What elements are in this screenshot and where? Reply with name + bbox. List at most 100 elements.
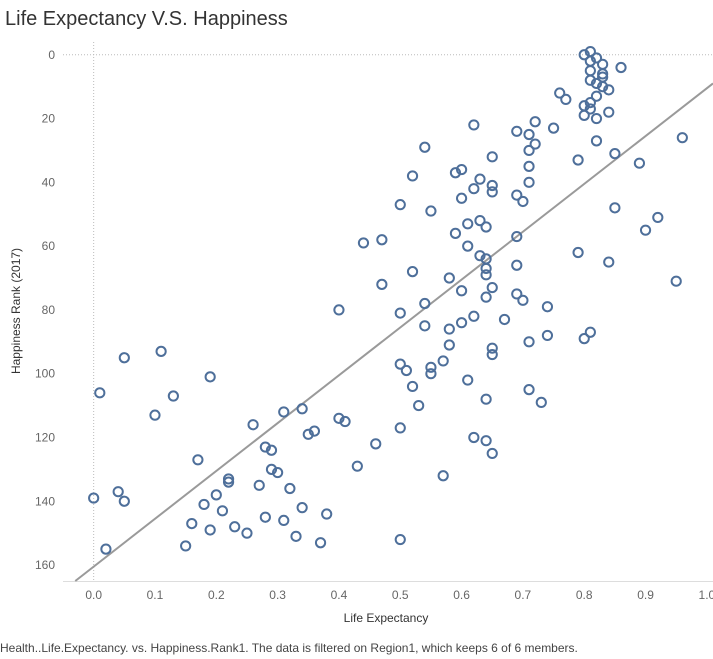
data-point[interactable] [112,486,124,498]
data-point[interactable] [480,435,492,447]
data-point[interactable] [216,505,229,517]
data-point[interactable] [480,291,492,303]
data-point[interactable] [676,132,688,144]
data-point[interactable] [253,479,265,491]
data-point[interactable] [290,530,302,542]
data-point[interactable] [547,122,560,134]
data-point[interactable] [278,514,290,527]
data-point[interactable] [480,269,492,281]
data-point[interactable] [584,74,596,86]
data-point[interactable] [486,179,498,192]
data-point[interactable] [462,374,474,386]
data-point[interactable] [523,384,535,396]
data-point[interactable] [296,403,308,415]
data-point[interactable] [118,352,130,364]
data-point[interactable] [100,543,112,555]
data-point[interactable] [321,508,333,520]
data-point[interactable] [615,61,627,74]
data-point[interactable] [443,272,455,284]
data-point[interactable] [590,135,603,147]
data-point[interactable] [419,320,431,332]
data-point[interactable] [204,524,216,536]
data-point[interactable] [468,431,480,444]
data-point[interactable] [278,406,290,418]
data-point[interactable] [333,304,345,316]
data-point[interactable] [394,307,406,319]
data-point[interactable] [468,310,480,322]
data-point[interactable] [474,215,486,227]
data-point[interactable] [523,144,535,157]
data-point[interactable] [511,288,523,300]
data-point[interactable] [210,489,222,501]
data-point[interactable] [455,163,468,176]
data-point[interactable] [406,266,419,278]
data-point[interactable] [498,313,511,326]
data-point[interactable] [554,87,566,99]
data-point[interactable] [351,460,363,472]
data-point[interactable] [523,336,535,348]
data-point[interactable] [204,371,216,383]
data-point[interactable] [584,326,596,338]
data-point[interactable] [572,154,584,166]
data-point[interactable] [486,342,498,354]
data-point[interactable] [590,52,603,64]
data-point[interactable] [486,281,498,294]
data-point[interactable] [572,246,584,259]
data-point[interactable] [272,466,284,479]
data-point[interactable] [535,396,547,408]
data-point[interactable] [511,230,523,243]
data-point[interactable] [180,540,192,552]
data-point[interactable] [419,141,431,153]
data-point[interactable] [394,199,406,211]
data-point[interactable] [265,444,278,456]
data-point[interactable] [247,419,259,431]
data-point[interactable] [609,202,621,214]
data-point[interactable] [437,470,449,482]
data-point[interactable] [486,348,498,361]
data-point[interactable] [652,211,664,224]
data-point[interactable] [449,167,462,179]
data-point[interactable] [376,278,388,290]
data-point[interactable] [480,221,492,233]
data-point[interactable] [584,65,596,77]
data-point[interactable] [590,77,603,90]
data-point[interactable] [406,170,419,182]
data-point[interactable] [394,358,406,370]
data-point[interactable] [462,218,474,230]
data-point[interactable] [455,192,468,204]
data-point[interactable] [523,128,535,141]
data-point[interactable] [437,355,449,367]
data-point[interactable] [474,250,486,262]
data-point[interactable] [597,58,609,70]
data-point[interactable] [670,275,682,287]
data-point[interactable] [639,224,652,236]
data-point[interactable] [578,109,590,121]
data-point[interactable] [229,521,241,533]
data-point[interactable] [118,495,130,507]
data-point[interactable] [480,262,492,275]
data-point[interactable] [333,412,345,424]
data-point[interactable] [603,256,615,268]
data-point[interactable] [511,189,523,201]
data-point[interactable] [590,90,603,102]
data-point[interactable] [541,329,554,342]
data-point[interactable] [167,390,179,402]
data-point[interactable] [578,333,590,345]
data-point[interactable] [394,422,406,434]
data-point[interactable] [511,125,523,137]
data-point[interactable] [597,81,609,93]
data-point[interactable] [584,96,596,109]
data-point[interactable] [192,454,204,466]
data-point[interactable] [443,339,455,351]
data-point[interactable] [394,533,406,546]
data-point[interactable] [486,447,498,460]
data-point[interactable] [241,527,253,539]
data-point[interactable] [155,345,167,357]
data-point[interactable] [511,259,523,271]
data-point[interactable] [186,517,198,530]
data-point[interactable] [523,160,535,172]
data-point[interactable] [406,380,419,393]
data-point[interactable] [376,234,388,246]
data-point[interactable] [609,148,621,160]
data-point[interactable] [455,285,468,297]
